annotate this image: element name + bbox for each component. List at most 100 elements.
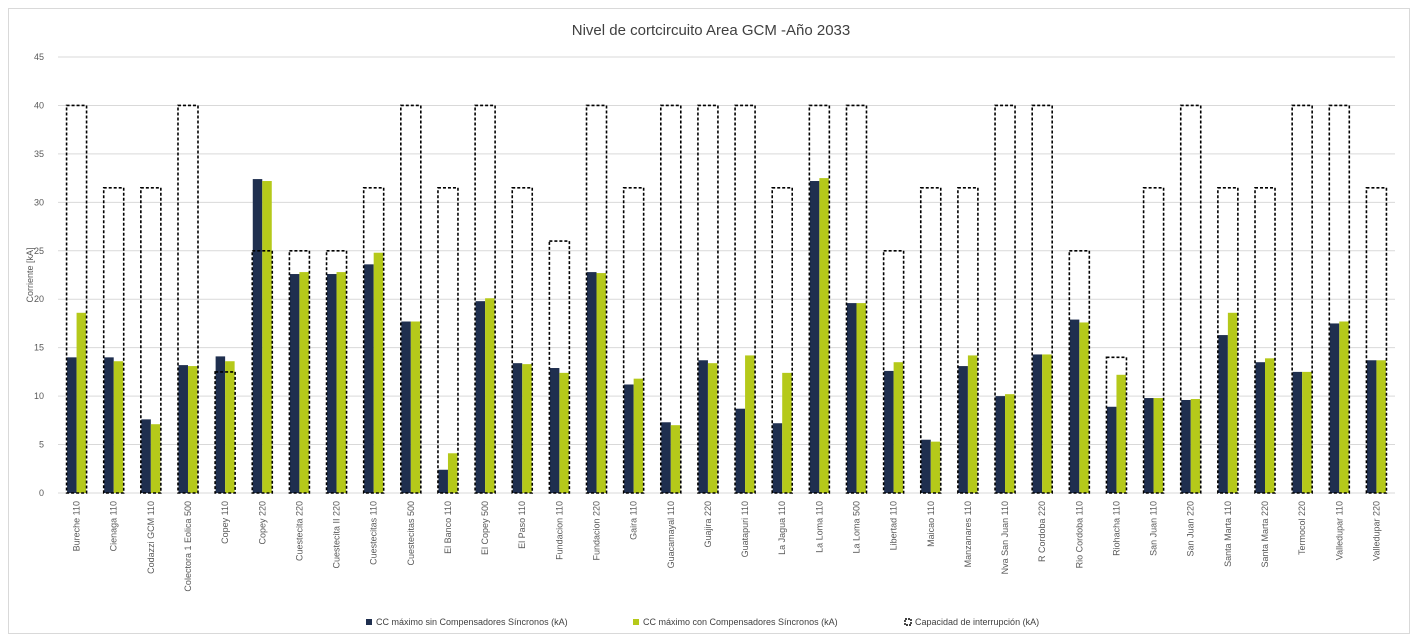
bar-capacidad-interrupcion	[511, 187, 534, 494]
bar-con-compensadores	[782, 372, 792, 493]
bar-sin-compensadores	[772, 423, 783, 493]
x-tick-label: Guajira 220	[703, 501, 713, 548]
bar-capacidad-interrupcion	[919, 187, 942, 494]
bar-capacidad-interrupcion	[140, 187, 162, 494]
x-tick-label: Valledupar 110	[1334, 501, 1344, 560]
bar-con-compensadores	[707, 363, 718, 493]
x-tick-label: Cuestecita II 220	[332, 501, 342, 569]
x-tick-label: Fundacion 110	[554, 501, 564, 560]
bar-sin-compensadores	[1106, 406, 1117, 493]
x-tick-label: Santa Marta 110	[1223, 501, 1233, 567]
bar-sin-compensadores	[67, 357, 77, 493]
bar-con-compensadores	[633, 378, 644, 493]
x-tick-label: Gaira 110	[629, 501, 639, 540]
y-tick-label: 25	[34, 246, 44, 256]
bar-sin-compensadores	[1144, 398, 1154, 493]
legend-swatch	[366, 619, 372, 625]
y-axis-ticks: 0 5 10 15 20 25 30 35 40 45	[34, 52, 44, 498]
legend: CC máximo sin Compensadores Síncronos (k…	[366, 617, 1039, 627]
bar-sin-compensadores	[1181, 399, 1191, 493]
x-tick-label: El Paso 110	[517, 501, 527, 549]
bar-con-compensadores	[76, 312, 87, 493]
legend-swatch	[904, 618, 912, 626]
bar-con-compensadores	[1042, 354, 1052, 493]
x-tick-label: Riohacha 110	[1111, 501, 1121, 556]
bar-con-compensadores	[559, 372, 569, 493]
bar-capacidad-interrupcion	[288, 249, 311, 494]
chart-title: Nivel de cortcircuito Area GCM -Año 2033	[572, 22, 850, 39]
x-tick-label: Colectora 1 Eolica 500	[183, 501, 193, 592]
bar-capacidad-interrupcion	[102, 187, 125, 494]
x-tick-label: Santa Marta 220	[1260, 501, 1270, 568]
bar-capacidad-interrupcion	[1291, 104, 1313, 494]
bar-con-compensadores	[930, 441, 941, 493]
bar-capacidad-interrupcion	[474, 104, 496, 494]
bar-capacidad-interrupcion	[1365, 187, 1388, 494]
bar-capacidad-interrupcion	[400, 104, 422, 494]
bar-con-compensadores	[1227, 312, 1238, 493]
bar-sin-compensadores	[327, 274, 337, 493]
bar-con-compensadores	[336, 272, 347, 493]
bar-sin-compensadores	[438, 469, 448, 493]
x-tick-label: Termocol 220	[1297, 501, 1307, 555]
x-tick-label: Bureche 110	[72, 501, 82, 551]
x-tick-label: El Copey 500	[480, 501, 490, 555]
bar-con-compensadores	[856, 303, 866, 493]
bar-con-compensadores	[967, 355, 978, 493]
bar-capacidad-interrupcion	[734, 104, 756, 494]
bar-sin-compensadores	[141, 419, 151, 493]
bar-sin-compensadores	[215, 356, 226, 493]
bar-capacidad-interrupcion	[325, 249, 348, 494]
bar-capacidad-interrupcion	[1254, 187, 1276, 494]
bar-con-compensadores	[150, 424, 161, 493]
bar-con-compensadores	[1339, 321, 1349, 493]
x-tick-label: Nva San Juan 110	[1000, 501, 1010, 574]
y-tick-label: 20	[34, 294, 44, 304]
x-axis-ticks: Bureche 110 Cienaga 110 Codazzi GCM 110 Col…	[72, 501, 1382, 592]
x-tick-label: Guacamayal 110	[666, 501, 676, 568]
bar-capacidad-interrupcion	[1217, 187, 1239, 494]
bar-sin-compensadores	[698, 360, 708, 493]
bar-sin-compensadores	[1069, 319, 1080, 493]
bar-sin-compensadores	[846, 303, 857, 493]
bar-sin-compensadores	[364, 264, 374, 493]
bar-con-compensadores	[262, 181, 272, 494]
x-tick-label: Valledupar 220	[1371, 501, 1381, 561]
x-tick-label: Cuestecita 220	[294, 501, 304, 561]
bar-sin-compensadores	[661, 422, 671, 493]
bar-con-compensadores	[1153, 398, 1164, 493]
bar-sin-compensadores	[1366, 360, 1377, 493]
legend-label: CC máximo sin Compensadores Síncronos (k…	[376, 617, 568, 627]
bar-con-compensadores	[1376, 360, 1386, 493]
y-tick-label: 35	[34, 149, 44, 159]
x-tick-label: El Banco 110	[443, 501, 453, 554]
bar-con-compensadores	[745, 355, 755, 493]
bar-capacidad-interrupcion	[697, 104, 719, 494]
x-tick-label: San Juan 110	[1149, 501, 1159, 556]
bar-capacidad-interrupcion	[882, 249, 905, 494]
x-tick-label: Rio Cordoba 110	[1074, 501, 1084, 568]
y-tick-label: 0	[39, 488, 44, 498]
bar-capacidad-interrupcion	[808, 104, 831, 494]
x-tick-label: La Loma 500	[851, 501, 861, 554]
bar-sin-compensadores	[289, 274, 300, 493]
bar-con-compensadores	[373, 252, 384, 493]
bar-sin-compensadores	[401, 321, 411, 493]
bar-sin-compensadores	[1255, 362, 1266, 493]
bar-capacidad-interrupcion	[362, 187, 385, 494]
bar-sin-compensadores	[587, 272, 597, 493]
legend-swatch	[633, 619, 639, 625]
bar-capacidad-interrupcion	[585, 104, 608, 494]
bar-capacidad-interrupcion	[1179, 104, 1202, 494]
bar-con-compensadores	[596, 273, 607, 493]
bar-capacidad-interrupcion	[845, 104, 868, 494]
bar-capacidad-interrupcion	[177, 104, 199, 494]
x-tick-label: San Juan 220	[1186, 501, 1196, 557]
y-tick-label: 40	[34, 100, 44, 110]
x-tick-label: Libertad 110	[889, 501, 899, 550]
bar-capacidad-interrupcion	[771, 187, 794, 494]
bar-capacidad-interrupcion	[437, 187, 459, 494]
bar-capacidad-interrupcion	[251, 249, 274, 494]
bar-con-compensadores	[522, 364, 532, 493]
